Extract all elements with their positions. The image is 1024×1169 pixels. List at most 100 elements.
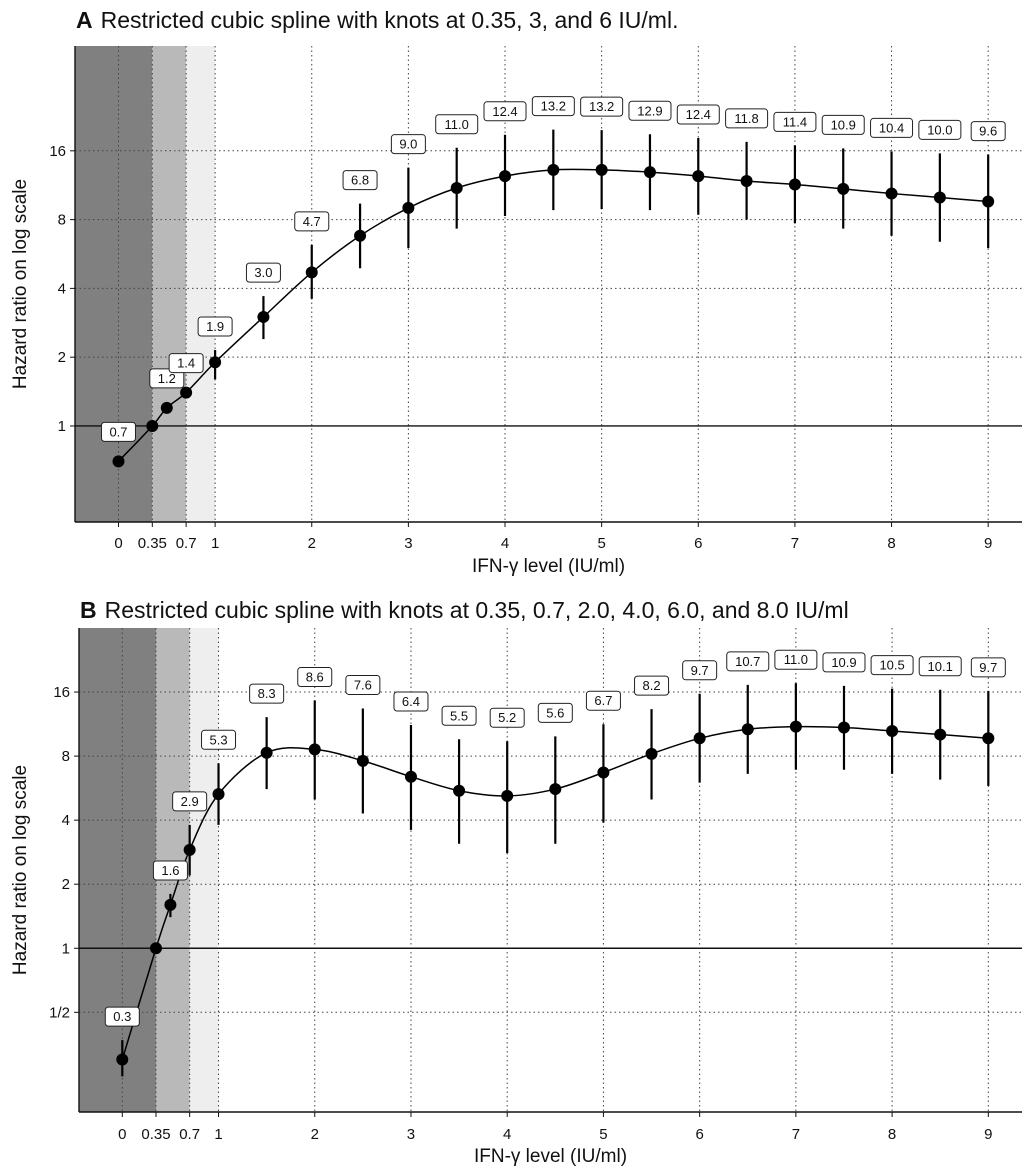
y-tick-label: 2 xyxy=(62,876,70,893)
panel-title: B Restricted cubic spline with knots at 0… xyxy=(80,597,849,623)
data-label: 9.7 xyxy=(970,657,1006,678)
data-label-text: 1.2 xyxy=(158,371,176,386)
data-label-box xyxy=(390,134,426,155)
data-label-box xyxy=(345,674,381,695)
data-point xyxy=(547,163,560,176)
data-label: 0.7 xyxy=(100,421,136,442)
data-label: 1.6 xyxy=(152,860,188,881)
panel-a: 0 0.35 0.7 1 2 3 4 5 6 7 8 9 1 2 4 8 16 0.7 1.21.4 1.9 3.0 4.… xyxy=(10,7,1022,577)
data-label-text: 4.7 xyxy=(303,214,321,229)
data-label-box xyxy=(628,100,672,121)
x-axis-title: IFN-γ level (IU/ml) xyxy=(472,556,625,577)
panel-letter: B xyxy=(80,597,97,623)
data-label-text: 0.3 xyxy=(113,1009,131,1024)
data-point xyxy=(402,201,415,214)
data-label-text: 8.3 xyxy=(258,686,276,701)
data-label: 10.0 xyxy=(918,119,962,140)
data-label: 7.6 xyxy=(345,674,381,695)
x-tick-label: 2 xyxy=(308,535,316,552)
data-label-box xyxy=(435,114,479,135)
data-label-text: 6.4 xyxy=(402,694,420,709)
data-point xyxy=(209,356,222,369)
data-label-box xyxy=(172,791,208,812)
data-label: 9.6 xyxy=(970,121,1006,142)
data-label-text: 6.7 xyxy=(594,693,612,708)
data-label: 12.4 xyxy=(483,101,527,122)
y-tick-label: 16 xyxy=(49,143,66,160)
data-label-box xyxy=(676,104,720,125)
x-tick-label: 6 xyxy=(694,535,702,552)
x-tick-label: 4 xyxy=(501,535,509,552)
data-label: 9.7 xyxy=(682,660,718,681)
data-label: 10.5 xyxy=(870,655,914,676)
data-point xyxy=(356,754,369,767)
x-tick-label: 0.35 xyxy=(138,535,167,552)
data-label: 6.4 xyxy=(393,691,429,712)
data-label-box xyxy=(773,111,817,132)
data-label-text: 12.4 xyxy=(492,104,517,119)
x-tick-label: 0.7 xyxy=(179,1126,200,1143)
shaded-band xyxy=(75,46,153,522)
data-point xyxy=(693,732,706,745)
data-label: 3.0 xyxy=(245,262,281,283)
data-point xyxy=(982,732,995,745)
data-point xyxy=(146,419,159,432)
x-tick-label: 7 xyxy=(792,1126,800,1143)
data-label: 10.4 xyxy=(870,117,914,138)
data-label-text: 10.0 xyxy=(927,122,952,137)
data-label: 8.3 xyxy=(249,683,285,704)
data-label-box xyxy=(245,262,281,283)
y-tick-label: 4 xyxy=(58,280,66,297)
data-label-box xyxy=(393,691,429,712)
data-point xyxy=(597,766,610,779)
data-point xyxy=(740,175,753,188)
x-tick-label: 4 xyxy=(503,1126,511,1143)
y-tick-label: 8 xyxy=(58,212,66,229)
data-label: 11.0 xyxy=(435,114,479,135)
data-label: 0.3 xyxy=(104,1006,140,1027)
x-tick-label: 0 xyxy=(118,1126,126,1143)
y-tick-label: 2 xyxy=(58,349,66,366)
data-point xyxy=(180,386,193,399)
data-label-text: 8.2 xyxy=(642,678,660,693)
data-point xyxy=(112,455,125,468)
data-label-box xyxy=(725,108,769,129)
shaded-band xyxy=(189,628,219,1112)
data-label: 1.2 xyxy=(149,368,185,389)
data-point xyxy=(308,743,321,756)
data-label: 13.2 xyxy=(580,96,624,117)
data-label-text: 0.7 xyxy=(109,424,127,439)
x-tick-label: 2 xyxy=(311,1126,319,1143)
data-label-box xyxy=(537,702,573,723)
data-label-box xyxy=(870,117,914,138)
x-tick-label: 8 xyxy=(887,535,895,552)
data-label: 4.7 xyxy=(294,211,330,232)
data-label: 11.4 xyxy=(773,111,817,132)
data-label-box xyxy=(726,651,770,672)
data-label: 10.9 xyxy=(821,114,865,135)
data-label: 6.7 xyxy=(585,690,621,711)
data-point xyxy=(595,163,608,176)
data-point xyxy=(837,182,850,195)
panel-letter: A xyxy=(76,7,93,33)
data-label-text: 10.4 xyxy=(879,120,904,135)
data-point xyxy=(501,789,514,802)
data-point xyxy=(549,783,562,796)
data-label-text: 7.6 xyxy=(354,677,372,692)
panel-b: 0 0.35 0.7 1 2 3 4 5 6 7 8 9 1/2 1 2 4 8 16 0.3 1.6 2.9 5.3 8.… xyxy=(10,597,1022,1167)
data-label-box xyxy=(531,96,575,117)
x-tick-label: 0.35 xyxy=(141,1126,170,1143)
x-tick-label: 7 xyxy=(791,535,799,552)
data-label: 11.8 xyxy=(725,108,769,129)
data-label-box xyxy=(918,119,962,140)
data-label-text: 11.4 xyxy=(783,114,807,129)
data-label-box xyxy=(342,170,378,191)
data-label-text: 11.0 xyxy=(784,652,808,667)
data-label-box xyxy=(483,101,527,122)
data-point xyxy=(450,181,463,194)
data-label-text: 12.9 xyxy=(637,103,662,118)
x-tick-label: 0.7 xyxy=(176,535,197,552)
data-label-box xyxy=(197,316,233,337)
data-label-text: 2.9 xyxy=(181,794,199,809)
